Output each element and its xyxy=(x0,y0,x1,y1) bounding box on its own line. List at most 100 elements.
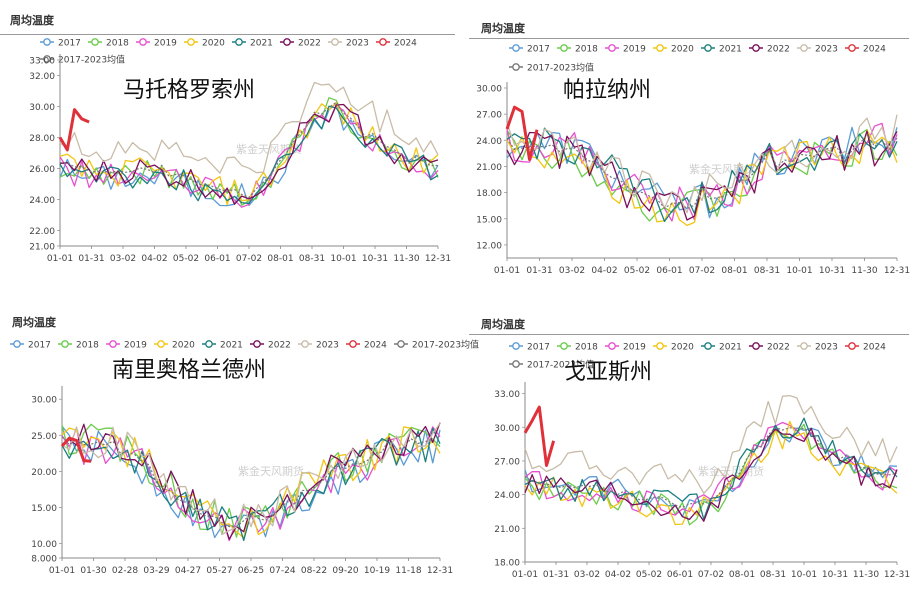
legend-item: 2018 xyxy=(557,342,598,353)
panel-title: 周均温度 xyxy=(481,318,525,331)
series-line-2023 xyxy=(61,422,441,536)
legend-item: 2022 xyxy=(749,342,790,353)
x-tick-label: 10-01 xyxy=(791,570,817,580)
legend-item: 2024 xyxy=(845,342,886,353)
legend-swatch-marker xyxy=(139,38,147,46)
legend-label: 2022 xyxy=(268,341,291,351)
legend-swatch-marker xyxy=(512,63,520,71)
panel-title: 周均温度 xyxy=(12,316,56,329)
title-divider xyxy=(469,38,909,39)
legend-label: 2024 xyxy=(863,343,886,353)
x-tick-label: 08-01 xyxy=(729,570,755,580)
y-tick-label: 27.00 xyxy=(476,111,502,121)
x-tick-label: 10-31 xyxy=(822,570,848,580)
title-divider xyxy=(0,34,455,35)
x-tick-label: 03-02 xyxy=(110,254,136,264)
y-tick-label: 30.00 xyxy=(31,396,57,406)
series-line-2023 xyxy=(59,81,439,174)
legend-item: 2018 xyxy=(88,38,129,49)
legend-item: 2023 xyxy=(298,340,339,351)
legend-label: 2017 xyxy=(527,45,550,55)
chart-panel-parana: 周均温度 2017 2018 2019 2020 2021 2022 2023 2024 201… xyxy=(469,0,919,290)
panel-title: 周均温度 xyxy=(481,22,525,35)
x-tick-label: 08-01 xyxy=(267,254,293,264)
panel-title: 周均温度 xyxy=(10,14,54,27)
legend-label: 2018 xyxy=(575,343,598,353)
legend-swatch-marker xyxy=(13,340,21,348)
series-line-2017 xyxy=(524,426,898,518)
series-line-2022 xyxy=(506,130,898,221)
legend-item: 2021 xyxy=(701,44,742,55)
legend-swatch-marker xyxy=(253,340,261,348)
legend-item: 2017 xyxy=(509,342,550,353)
legend-label: 2024 xyxy=(394,39,417,49)
chart-panel-rio-grande-do-sul: 周均温度 2017 2018 2019 2020 2021 2022 2023 2024 201… xyxy=(0,300,479,597)
x-tick-label: 09-20 xyxy=(332,566,358,576)
legend-swatch-marker xyxy=(187,38,195,46)
legend-label: 2017 xyxy=(527,343,550,353)
x-tick-label: 10-19 xyxy=(364,566,390,576)
series-line-2024 xyxy=(60,436,92,463)
legend-swatch-marker xyxy=(560,342,568,350)
y-tick-label: 32.00 xyxy=(29,72,55,82)
legend-label: 2019 xyxy=(154,39,177,49)
region-title: 南里奥格兰德州 xyxy=(112,358,267,383)
line-chart: 2017 2018 2019 2020 2021 2022 2023 2024 2017-202… xyxy=(476,44,910,276)
legend-label: 2018 xyxy=(575,45,598,55)
legend-label: 2022 xyxy=(767,343,790,353)
legend-item: 2022 xyxy=(250,340,291,351)
region-title: 帕拉纳州 xyxy=(563,78,652,103)
legend-label: 2019 xyxy=(623,343,646,353)
legend-swatch-marker xyxy=(752,44,760,52)
y-tick-label: 15.00 xyxy=(31,504,57,514)
x-tick-label: 12-31 xyxy=(427,566,453,576)
x-tick-label: 05-02 xyxy=(624,266,650,276)
legend-label: 2017-2023均值 xyxy=(412,339,479,351)
legend-item: 2021 xyxy=(232,38,273,49)
x-tick-label: 10-31 xyxy=(362,254,388,264)
legend-swatch-marker xyxy=(235,38,243,46)
region-title: 马托格罗索州 xyxy=(123,78,256,103)
legend-label: 2017-2023均值 xyxy=(527,62,594,74)
legend-swatch-marker xyxy=(91,38,99,46)
legend-label: 2024 xyxy=(364,341,387,351)
x-tick-label: 07-02 xyxy=(236,254,262,264)
legend-label: 2017 xyxy=(58,39,81,49)
legend-swatch-marker xyxy=(800,44,808,52)
y-tick-label: 30.00 xyxy=(29,103,55,113)
legend-label: 2018 xyxy=(76,341,99,351)
legend-label: 2019 xyxy=(623,45,646,55)
legend-label: 2024 xyxy=(863,45,886,55)
legend-label: 2017-2023均值 xyxy=(527,359,594,371)
x-tick-label: 07-02 xyxy=(698,570,724,580)
legend-label: 2017 xyxy=(28,341,51,351)
legend-swatch-marker xyxy=(512,44,520,52)
legend-item: 2017-2023均值 xyxy=(509,62,594,74)
series-line-2024 xyxy=(505,105,539,161)
y-tick-label: 24.00 xyxy=(494,491,520,501)
x-tick-label: 10-01 xyxy=(330,254,356,264)
x-tick-label: 05-02 xyxy=(636,570,662,580)
y-tick-label: 21.00 xyxy=(494,525,520,535)
y-tick-label: 12.00 xyxy=(476,241,502,251)
legend-label: 2020 xyxy=(671,45,694,55)
legend-item: 2020 xyxy=(653,342,694,353)
line-chart: 2017 2018 2019 2020 2021 2022 2023 2024 2017-202… xyxy=(494,342,910,580)
legend-label: 2022 xyxy=(767,45,790,55)
series-line-2021 xyxy=(59,105,439,205)
x-tick-label: 12-31 xyxy=(425,254,451,264)
legend-swatch-marker xyxy=(61,340,69,348)
legend-item: 2019 xyxy=(605,44,646,55)
x-tick-label: 01-31 xyxy=(543,570,569,580)
legend-swatch-marker xyxy=(283,38,291,46)
legend-label: 2023 xyxy=(815,45,838,55)
x-tick-label: 06-01 xyxy=(667,570,693,580)
x-tick-label: 03-02 xyxy=(559,266,585,276)
legend-item: 2017 xyxy=(10,340,51,351)
legend-label: 2023 xyxy=(346,39,369,49)
x-tick-label: 11-30 xyxy=(853,570,879,580)
y-tick-label: 18.00 xyxy=(476,189,502,199)
x-tick-label: 01-31 xyxy=(78,254,104,264)
y-tick-label: 26.00 xyxy=(29,165,55,175)
legend-item: 2022 xyxy=(280,38,321,49)
